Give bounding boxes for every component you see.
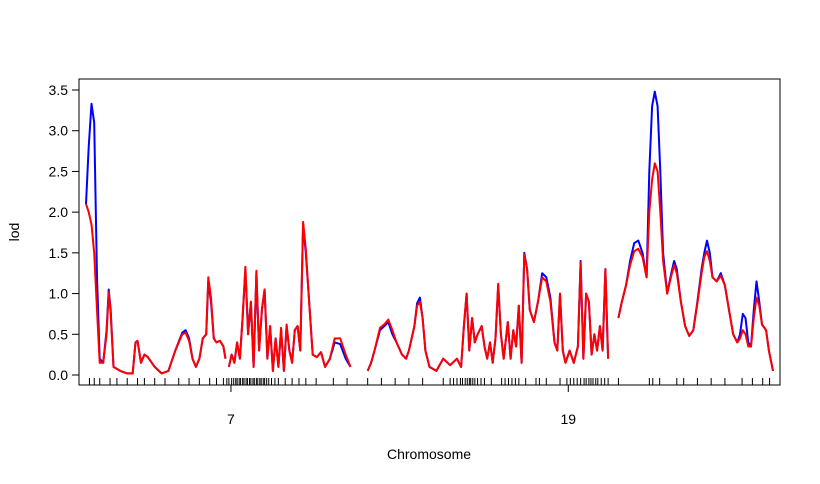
- y-tick-label: 1.0: [49, 286, 69, 302]
- series-1-line: [617, 90, 774, 372]
- y-tick-label: 2.5: [49, 163, 69, 179]
- x-axis-title: Chromosome: [387, 446, 471, 462]
- y-tick-label: 0.5: [49, 326, 69, 342]
- plot-frame: [78, 78, 781, 386]
- y-tick-label: 2.0: [49, 204, 69, 220]
- y-tick-label: 1.5: [49, 245, 69, 261]
- y-tick-label: 3.0: [49, 123, 69, 139]
- x-axis: 7 19: [227, 385, 576, 427]
- series-2-line: [366, 253, 610, 372]
- rug-marks: [88, 378, 771, 385]
- series-lines: [85, 90, 774, 375]
- y-axis: 0.0 0.5 1.0 1.5 2.0 2.5 3.0 3.5: [49, 82, 80, 383]
- series-2-line: [85, 203, 227, 375]
- series-2-line: [617, 162, 774, 372]
- x-tick-label: 7: [227, 411, 235, 427]
- y-tick-label: 0.0: [49, 367, 69, 383]
- y-axis-title: lod: [6, 223, 22, 242]
- x-tick-label: 19: [560, 411, 576, 427]
- y-tick-label: 3.5: [49, 82, 69, 98]
- series-2-line: [227, 220, 352, 372]
